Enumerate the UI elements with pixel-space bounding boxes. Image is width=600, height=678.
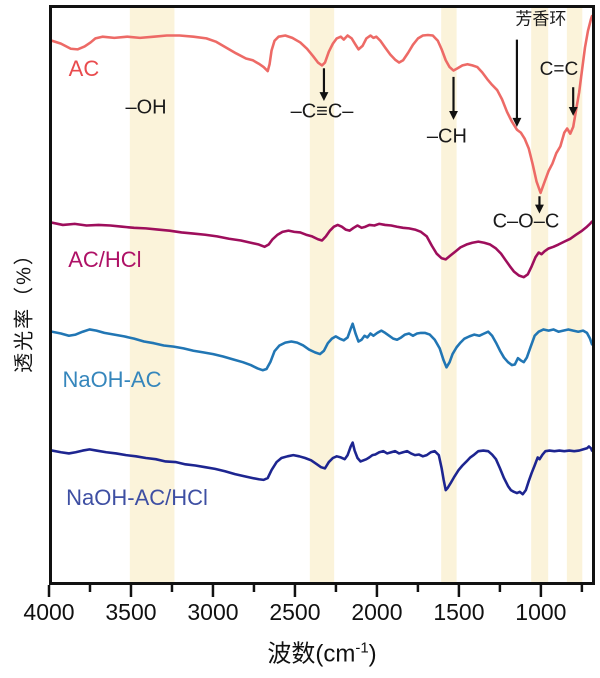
- annotation-aromatic-ring: 芳香环: [515, 9, 567, 29]
- x-axis-title-sup: -1: [355, 639, 369, 657]
- annotation-arrowhead: [512, 117, 522, 127]
- curve-label-naoh-ac: NaOH-AC: [62, 367, 162, 393]
- annotation-c-triple-c: –C≡C–: [290, 100, 354, 123]
- x-tick-label: 3000: [187, 599, 239, 625]
- curve-label-naoh-ac-hcl: NaOH-AC/HCl: [66, 485, 208, 510]
- annotation-c-o-c: C–O–C: [492, 210, 560, 233]
- annotation-oh: –OH: [125, 96, 167, 119]
- plot-area: [49, 5, 595, 585]
- spectrum-curve: [52, 322, 592, 372]
- x-axis-ticks: [47, 585, 584, 597]
- annotation-arrowhead: [535, 204, 544, 214]
- highlight-band: [129, 8, 175, 582]
- annotation-arrowhead: [449, 111, 458, 120]
- curve-label-ac-hcl: AC/HCl: [68, 247, 142, 273]
- annotation-ch: –CH: [426, 125, 467, 148]
- highlight-band: [309, 8, 335, 582]
- x-tick-label: 1500: [433, 599, 485, 625]
- highlight-band: [531, 8, 549, 582]
- annotation-c-double-c: C=C: [539, 58, 579, 80]
- x-tick-label: 2000: [351, 599, 403, 625]
- spectrum-curve: [52, 220, 592, 279]
- curve-label-ac: AC: [68, 55, 100, 81]
- x-tick-label: 1000: [515, 599, 567, 625]
- x-tick-label: 2500: [269, 599, 321, 625]
- y-axis-title: 透光率（%）: [13, 243, 36, 373]
- annotation-arrowhead: [319, 92, 329, 101]
- x-axis-title-text: 波数(cm: [267, 640, 356, 668]
- x-axis-title-close: ): [368, 640, 377, 668]
- highlight-band: [566, 8, 583, 582]
- x-axis-title: 波数(cm-1): [267, 634, 376, 669]
- spectrum-curve: [52, 14, 592, 195]
- annotation-arrowhead: [568, 107, 578, 116]
- highlight-band: [441, 8, 457, 582]
- spectra-canvas: [52, 8, 592, 582]
- spectrum-curve: [52, 441, 592, 496]
- x-tick-label: 3500: [105, 599, 157, 625]
- x-tick-label: 4000: [23, 599, 75, 625]
